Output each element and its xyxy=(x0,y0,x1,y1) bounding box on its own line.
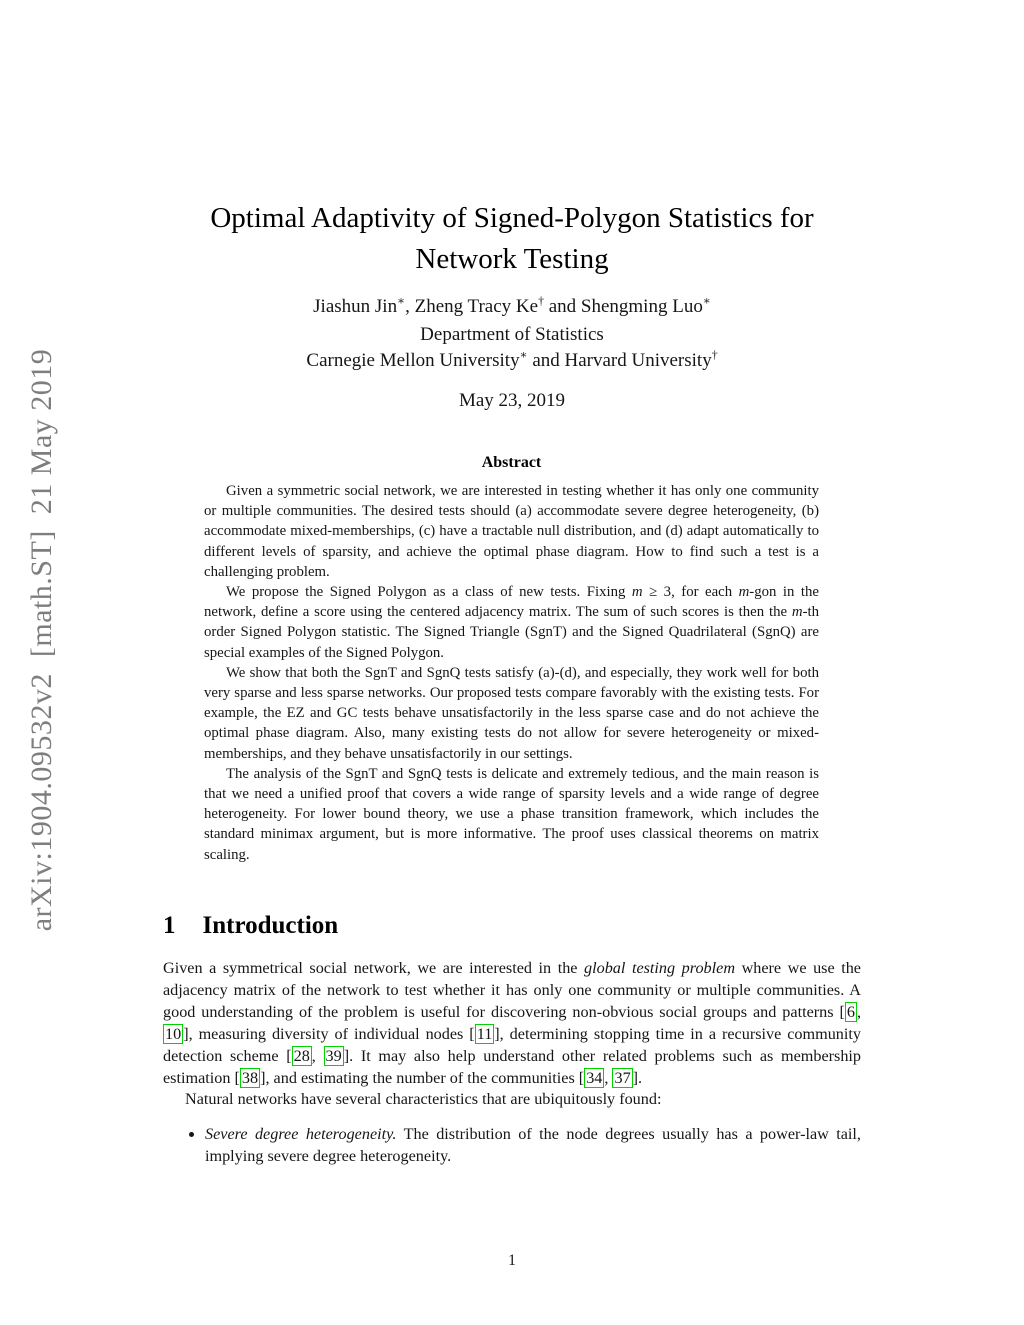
abstract-text: -gon in the network, define a score usin… xyxy=(204,584,819,621)
abstract-paragraph: The analysis of the SgnT and SgnQ tests … xyxy=(204,765,819,863)
list-item: Severe degree heterogeneity. The distrib… xyxy=(205,1124,861,1168)
section-heading-introduction: 1 Introduction xyxy=(163,912,338,940)
page-number: 1 xyxy=(508,1252,516,1269)
body-text: Given a symmetrical social network, we a… xyxy=(163,959,585,977)
citation-link[interactable]: 11 xyxy=(474,1023,495,1044)
math-variable: m xyxy=(631,584,643,601)
authors-line: Jiashun Jin∗, Zheng Tracy Ke† and Shengm… xyxy=(0,294,1024,318)
body-text: ]. It may also help understand other rel… xyxy=(163,1046,862,1087)
citation-link[interactable]: 6 xyxy=(844,1001,857,1022)
citation-link[interactable]: 10 xyxy=(163,1023,184,1044)
paper-title: Optimal Adaptivity of Signed-Polygon Sta… xyxy=(0,198,1024,280)
abstract-paragraph: We show that both the SgnT and SgnQ test… xyxy=(204,664,819,762)
department-line: Department of Statistics xyxy=(420,324,604,345)
citation-link[interactable]: 38 xyxy=(239,1067,261,1088)
abstract-heading: Abstract xyxy=(481,454,542,471)
author-separator: and xyxy=(543,296,581,317)
body-text: , xyxy=(604,1068,613,1087)
citation-link[interactable]: 37 xyxy=(612,1067,633,1088)
math-variable: m xyxy=(738,584,750,601)
math-variable: m xyxy=(791,604,803,621)
body-text: ], measuring diversity of individual nod… xyxy=(183,1024,475,1043)
affiliation-mark: † xyxy=(711,348,718,362)
abstract-text: -th order Signed Polygon statistic. The … xyxy=(204,604,819,661)
author-affiliation-mark: ∗ xyxy=(397,294,406,308)
author-separator: , xyxy=(405,296,415,317)
paper-title-line1: Optimal Adaptivity of Signed-Polygon Sta… xyxy=(210,202,814,234)
abstract-paragraph: Given a symmetric social network, we are… xyxy=(204,483,819,580)
affiliation-name: and Harvard University xyxy=(527,350,712,371)
characteristics-list: Severe degree heterogeneity. The distrib… xyxy=(163,1124,861,1168)
affiliation-mark: ∗ xyxy=(519,348,528,362)
abstract-text: ≥ 3, for each xyxy=(642,584,739,601)
list-item-text: The distribution of the node degrees usu… xyxy=(205,1125,861,1166)
abstract-section: Abstract Given a symmetric social networ… xyxy=(204,454,819,865)
list-item-lead: Severe degree heterogeneity. xyxy=(205,1125,397,1144)
emphasized-term: global testing problem xyxy=(584,959,736,977)
introduction-body: Given a symmetrical social network, we a… xyxy=(163,958,861,1168)
body-paragraph: Natural networks have several characteri… xyxy=(185,1090,662,1109)
body-text: where we use the adjacency matrix of the… xyxy=(163,959,861,1021)
body-text: , xyxy=(856,1002,861,1021)
affiliation-line: Carnegie Mellon University∗ and Harvard … xyxy=(0,348,1024,372)
paper-date: May 23, 2019 xyxy=(458,390,566,411)
citation-link[interactable]: 39 xyxy=(323,1045,344,1066)
author-affiliation-mark: ∗ xyxy=(702,294,711,308)
arxiv-watermark: arXiv:1904.09532v2 [math.ST] 21 May 2019 xyxy=(25,348,58,932)
citation-link[interactable]: 28 xyxy=(291,1045,312,1066)
author-name: Shengming Luo xyxy=(580,296,703,317)
body-text: ]. xyxy=(632,1068,643,1087)
author-name: Zheng Tracy Ke xyxy=(414,296,539,317)
author-name: Jiashun Jin xyxy=(313,296,398,317)
body-text: ], and estimating the number of the comm… xyxy=(260,1068,585,1087)
section-number: 1 xyxy=(163,912,176,939)
abstract-paragraph: We propose the Signed Polygon as a class… xyxy=(204,582,819,663)
body-text: ], determining stopping time in a recurs… xyxy=(163,1024,861,1065)
abstract-text: We propose the Signed Polygon as a class… xyxy=(226,584,632,601)
body-text: , xyxy=(311,1046,324,1065)
body-paragraph: Given a symmetrical social network, we a… xyxy=(163,958,861,1089)
author-affiliation-mark: † xyxy=(538,294,544,308)
paper-title-line2: Network Testing xyxy=(415,243,609,275)
section-title: Introduction xyxy=(202,912,339,939)
citation-link[interactable]: 34 xyxy=(584,1067,605,1088)
affiliation-name: Carnegie Mellon University xyxy=(306,350,520,371)
